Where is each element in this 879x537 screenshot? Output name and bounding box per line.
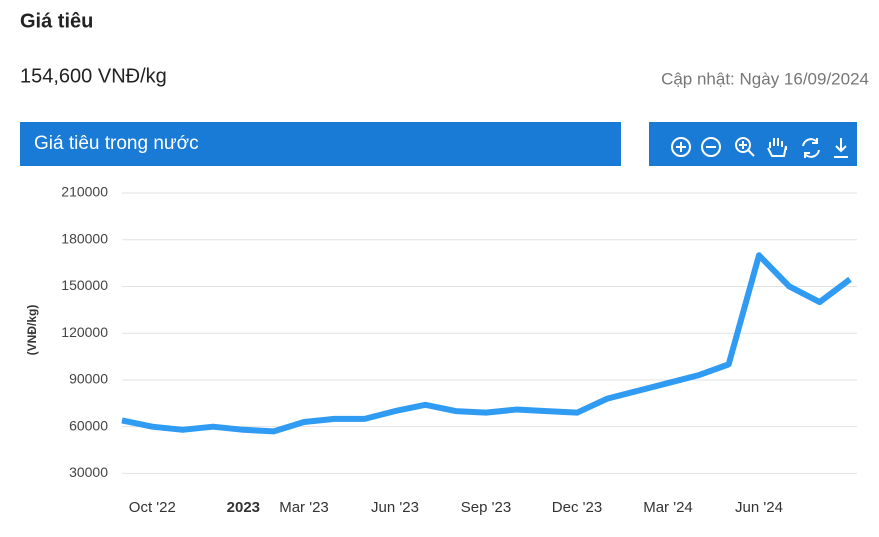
x-tick-label: Sep '23 [461, 499, 511, 516]
y-axis-label: (VNĐ/kg) [25, 305, 39, 356]
y-tick-label: 180000 [61, 230, 108, 246]
x-tick-label: Oct '22 [129, 499, 176, 516]
y-tick-label: 120000 [61, 324, 108, 340]
y-tick-label: 90000 [69, 371, 108, 387]
x-tick-label: Mar '23 [279, 499, 329, 516]
x-tick-label: Jun '23 [371, 499, 419, 516]
zoom-in-button[interactable] [671, 137, 691, 157]
y-tick-label: 210000 [61, 184, 108, 200]
reset-button[interactable] [802, 138, 820, 158]
updated: Cập nhật: Ngày 16/09/2024 [661, 69, 869, 88]
x-tick-label: Dec '23 [552, 499, 602, 516]
x-tick-label: Mar '24 [643, 499, 693, 516]
price: 154,600 VNĐ/kg [20, 65, 167, 87]
selection-zoom-button[interactable] [735, 137, 755, 157]
y-tick-label: 30000 [69, 464, 108, 480]
page-title: Giá tiêu [20, 10, 93, 32]
panel-title: Giá tiêu trong nước [34, 133, 199, 154]
download-button[interactable] [834, 138, 848, 158]
toolbar-icons [671, 137, 848, 158]
x-tick-label: 2023 [227, 499, 260, 516]
zoom-out-button[interactable] [701, 137, 721, 157]
pan-button[interactable] [767, 138, 787, 157]
y-tick-label: 150000 [61, 277, 108, 293]
x-tick-label: Jun '24 [735, 499, 783, 516]
price-line [121, 252, 852, 435]
y-tick-label: 60000 [69, 417, 108, 433]
panel-header [20, 122, 621, 166]
toolbar [649, 122, 857, 166]
